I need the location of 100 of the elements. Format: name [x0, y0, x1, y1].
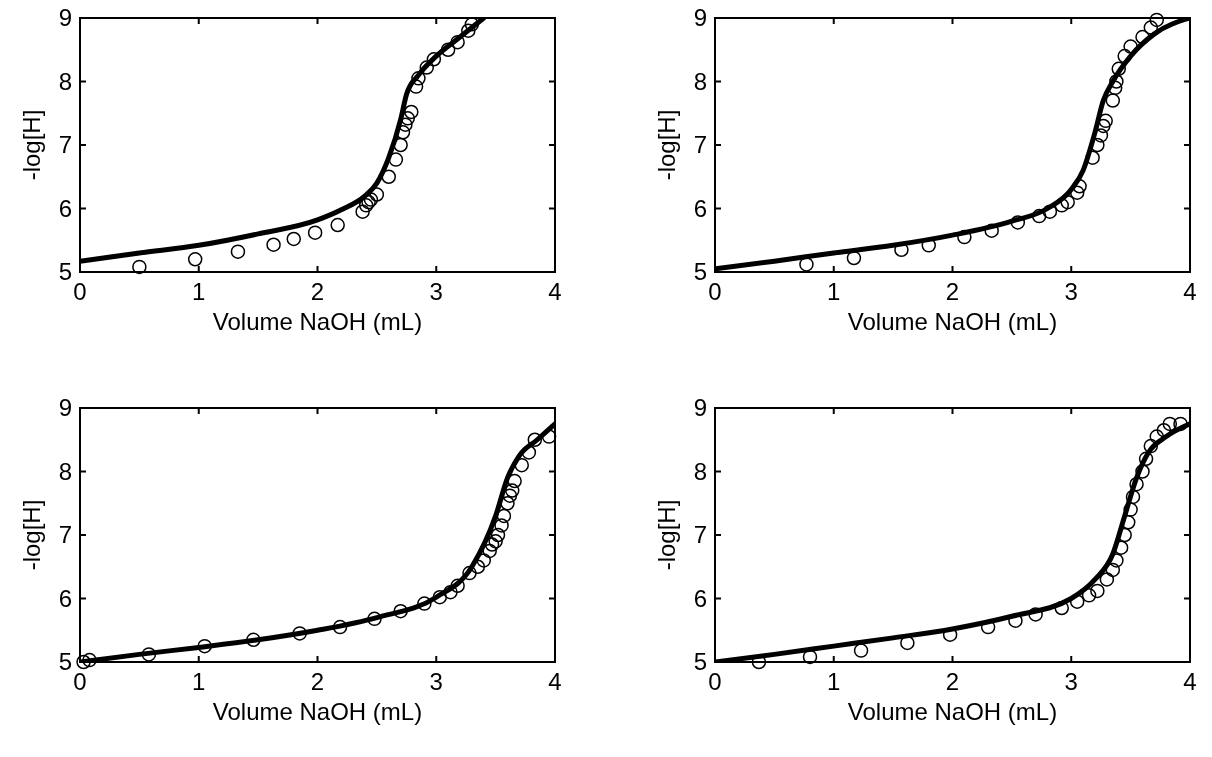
point — [432, 589, 448, 605]
point — [1010, 215, 1026, 230]
x-tick-label: 4 — [1183, 668, 1197, 695]
y-tick-label: 6 — [58, 194, 72, 222]
point — [846, 250, 862, 266]
point — [1081, 588, 1097, 603]
y-tick-label: 5 — [58, 258, 72, 285]
point — [358, 198, 374, 213]
point — [980, 619, 996, 635]
point — [1109, 553, 1124, 568]
point — [942, 627, 958, 642]
x-tick-label: 3 — [429, 278, 443, 305]
point — [132, 259, 147, 275]
x-tick-label: 1 — [192, 278, 206, 305]
point — [482, 543, 497, 559]
point — [400, 111, 415, 126]
point — [461, 23, 476, 38]
point — [1028, 607, 1043, 622]
point — [1069, 594, 1085, 609]
y-axis-title: -log[H] — [18, 499, 45, 571]
point — [404, 104, 419, 120]
x-tick-label: 3 — [1064, 668, 1078, 695]
point — [494, 518, 509, 533]
point — [462, 565, 477, 581]
point — [246, 632, 261, 648]
point — [500, 496, 515, 511]
y-tick-label: 9 — [693, 394, 707, 421]
y-tick-label: 9 — [693, 4, 707, 31]
point — [900, 635, 915, 651]
point — [408, 79, 424, 94]
point — [187, 252, 203, 267]
point — [507, 473, 522, 489]
x-tick-label: 4 — [548, 668, 562, 695]
point — [1109, 74, 1124, 89]
point — [76, 654, 91, 670]
point — [1054, 198, 1069, 213]
point — [502, 488, 518, 503]
point — [1072, 179, 1087, 194]
point — [1042, 204, 1058, 219]
x-tick-label: 1 — [827, 278, 841, 305]
y-tick-label: 6 — [693, 584, 707, 612]
x-tick-label: 3 — [429, 668, 443, 695]
point — [1099, 572, 1115, 587]
point — [307, 225, 323, 240]
y-tick-label: 7 — [693, 521, 707, 548]
point — [1138, 451, 1154, 467]
y-axis-title: -log[H] — [18, 109, 45, 181]
x-tick-label: 2 — [945, 278, 960, 305]
point — [802, 649, 818, 665]
x-tick-label: 2 — [310, 278, 325, 305]
point — [488, 534, 503, 549]
point — [1093, 128, 1109, 143]
y-tick-label: 6 — [693, 194, 707, 222]
point — [490, 527, 506, 543]
point — [419, 60, 434, 75]
x-tick-label: 4 — [548, 278, 562, 305]
point — [1143, 20, 1159, 35]
x-tick-label: 1 — [827, 668, 841, 695]
point — [369, 187, 385, 202]
point — [1096, 118, 1111, 134]
y-tick-label: 8 — [58, 457, 72, 485]
point — [1105, 562, 1121, 578]
point — [984, 223, 999, 238]
point — [470, 559, 486, 574]
point — [799, 257, 814, 272]
point — [1121, 515, 1136, 530]
point — [381, 169, 396, 184]
point — [1111, 61, 1126, 77]
point — [417, 596, 432, 611]
point — [1060, 194, 1075, 210]
point — [1054, 600, 1069, 616]
point — [1107, 80, 1123, 96]
point — [1129, 476, 1144, 492]
point — [1031, 208, 1047, 224]
point — [1149, 429, 1164, 444]
x-tick-label: 0 — [708, 668, 722, 695]
x-axis-title: Volume NaOH (mL) — [847, 308, 1058, 335]
point — [1135, 464, 1150, 479]
y-tick-label: 8 — [58, 67, 72, 95]
point — [1135, 29, 1150, 45]
point — [367, 611, 382, 627]
y-tick-label: 8 — [693, 67, 707, 95]
point — [1123, 39, 1138, 54]
x-tick-label: 0 — [73, 278, 87, 305]
point — [1149, 12, 1164, 28]
y-tick-label: 7 — [58, 521, 72, 548]
point — [266, 237, 281, 252]
point — [1162, 416, 1178, 432]
point — [286, 231, 301, 247]
point — [450, 34, 465, 50]
y-tick-label: 5 — [693, 258, 707, 285]
point — [426, 52, 442, 67]
x-tick-label: 1 — [192, 668, 206, 695]
point — [82, 652, 97, 668]
point — [398, 117, 413, 132]
point — [1090, 583, 1105, 599]
point — [230, 244, 246, 259]
point — [496, 508, 512, 524]
point — [393, 603, 408, 619]
x-tick-label: 4 — [1183, 278, 1197, 305]
